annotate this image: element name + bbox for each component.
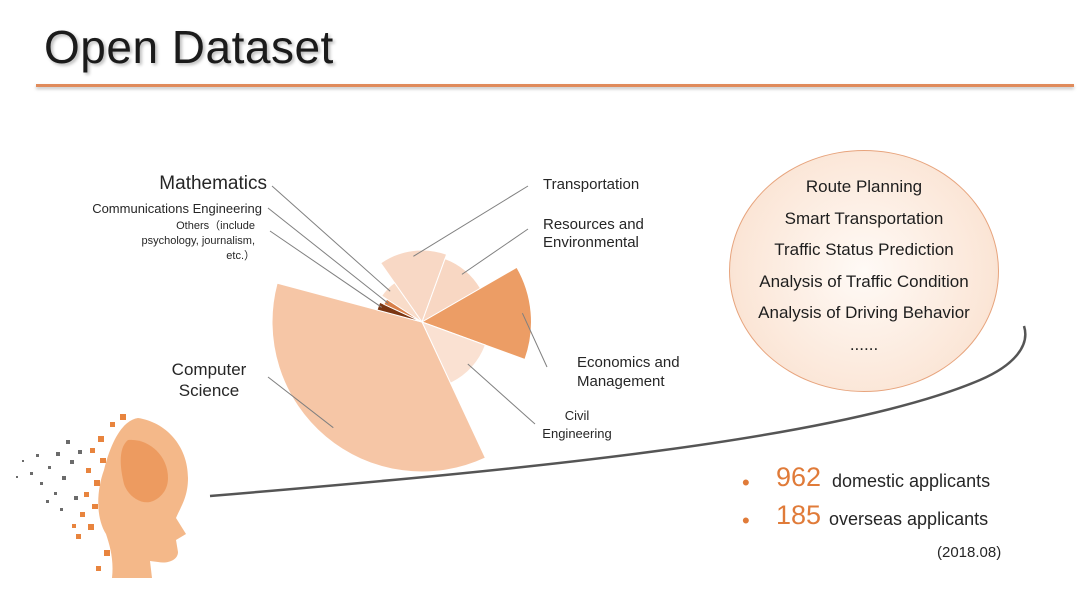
pie-slice-transportation [380,249,448,324]
slice-label-line: Transportation [543,176,639,193]
applications-bubble: Route Planning Smart Transportation Traf… [729,150,999,392]
pie-slice-computer-science [271,282,487,473]
slice-label-line: Economics and [577,354,680,371]
leader-line-resources-environmental [461,228,529,275]
overseas-label: overseas applicants [829,509,989,529]
slice-label-mathematics: Mathematics [159,173,267,194]
title-underline [36,84,1074,87]
leader-line-transportation [413,185,529,257]
head-icon [16,414,188,578]
slice-label-line: psychology, journalism, [141,235,255,247]
overseas-count: 185 [776,500,822,530]
application-item: Analysis of Driving Behavior [758,303,970,322]
slice-label-communications-engineering: Communications Engineering [92,201,262,216]
page-title: Open Dataset [44,21,334,73]
slice-label-line: Management [577,373,665,390]
slice-label-resources-environmental: Resources and Environmental [543,216,644,251]
leader-line-mathematics [271,185,391,292]
slice-label-line: Environmental [543,234,639,251]
stats-date: (2018.08) [937,544,1002,561]
leader-line-civil-engineering [467,363,536,425]
leader-line-economics-management [521,312,548,368]
application-item: Smart Transportation [784,208,944,228]
application-item: Analysis of Traffic Condition [759,271,969,291]
slice-label-civil-engineering: Civil Engineering [542,408,611,441]
application-item: Route Planning [805,177,923,196]
slice-label-economics-management: Economics and Management [577,354,680,390]
leader-line-communications-engineering [267,207,389,304]
application-item: Traffic Status Prediction [774,240,954,259]
slice-label-transportation: Transportation [543,176,639,193]
slice-label-computer-science: Computer Science [172,360,247,400]
slice-label-line: Others（include [176,219,255,232]
slice-label-line: Civil [565,408,590,423]
application-item: ...... [849,334,879,354]
slice-label-line: etc.） [226,249,255,262]
domestic-label: domestic applicants [832,471,991,491]
domestic-count: 962 [776,462,822,492]
slice-label-line: Mathematics [159,173,267,194]
slice-label-line: Computer [172,360,247,379]
trend-curve [209,325,1027,498]
bullet-icon: • [742,508,750,533]
slice-label-line: Resources and [543,216,644,233]
slice-label-line: Engineering [542,426,611,441]
slice-label-others: Others（include psychology, journalism, etc… [141,219,255,262]
leader-line-others [269,230,383,308]
leader-line-computer-science [267,376,334,429]
slice-label-line: Science [179,381,239,400]
bullet-icon: • [742,470,750,495]
slice-label-line: Communications Engineering [92,201,262,216]
pie-slice-economics-management [420,266,532,361]
